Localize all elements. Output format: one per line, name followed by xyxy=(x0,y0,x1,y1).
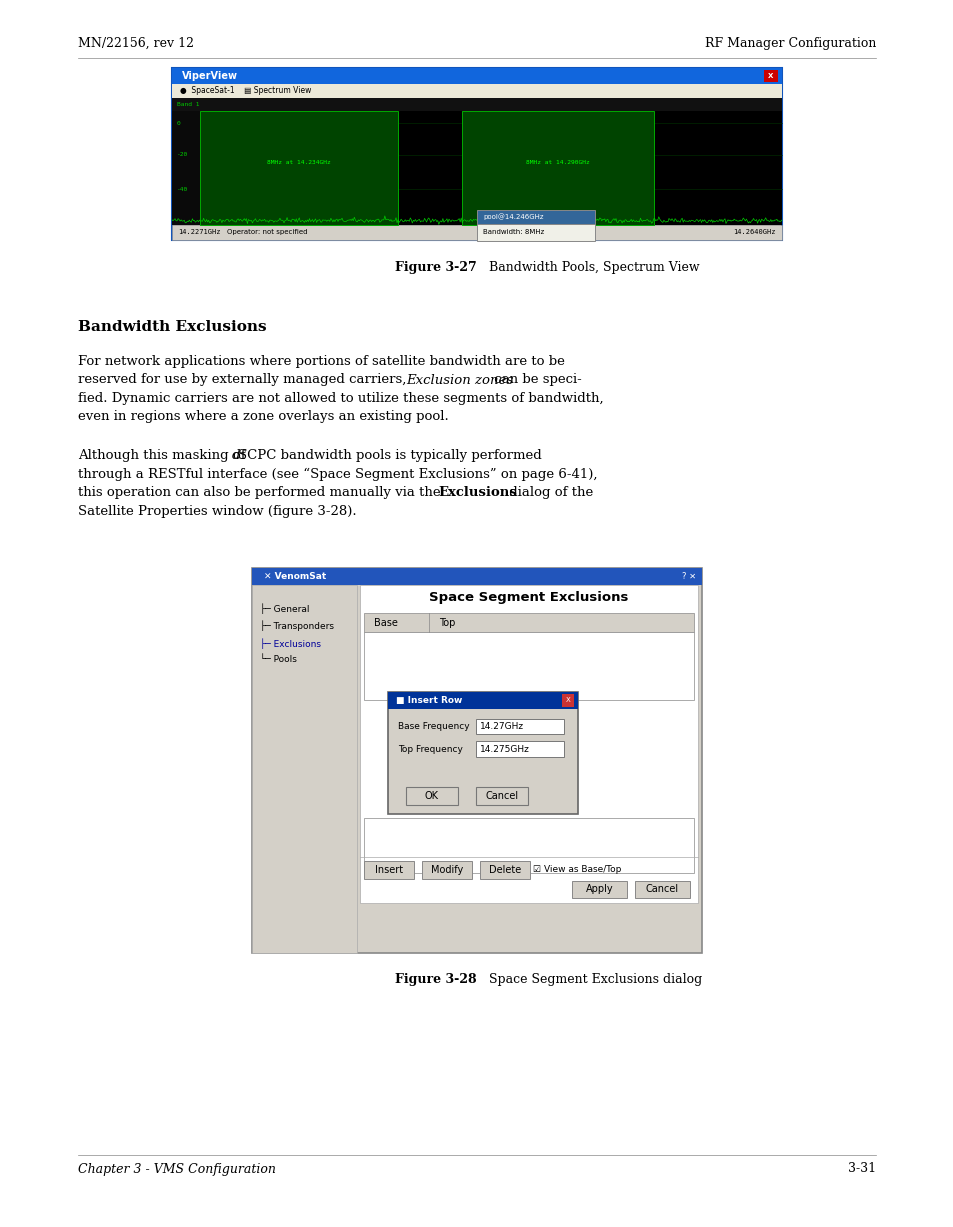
Text: Delete: Delete xyxy=(488,865,520,875)
Bar xyxy=(476,788,527,805)
Bar xyxy=(172,83,781,98)
Text: Top Frequency: Top Frequency xyxy=(397,745,462,753)
Text: ✕ VenomSat: ✕ VenomSat xyxy=(264,572,326,582)
Bar xyxy=(406,788,457,805)
Bar xyxy=(359,585,698,903)
Text: Cancel: Cancel xyxy=(645,883,679,894)
Text: -20: -20 xyxy=(177,152,188,157)
Text: ViperView: ViperView xyxy=(182,71,237,81)
Text: d: d xyxy=(232,449,240,463)
Bar xyxy=(172,67,781,83)
Bar xyxy=(252,568,701,953)
Text: ■ Insert Row: ■ Insert Row xyxy=(395,696,462,704)
Bar xyxy=(172,98,200,225)
Bar xyxy=(364,614,693,632)
Text: Band 1: Band 1 xyxy=(177,102,199,107)
Bar xyxy=(364,818,693,872)
Text: ├─ Exclusions: ├─ Exclusions xyxy=(260,638,320,649)
Text: Chapter 3 - VMS Configuration: Chapter 3 - VMS Configuration xyxy=(78,1163,275,1175)
Bar xyxy=(476,719,563,734)
Text: Figure 3-27: Figure 3-27 xyxy=(395,261,476,275)
Bar xyxy=(172,225,781,240)
Bar xyxy=(364,632,693,699)
Text: 14.275GHz: 14.275GHz xyxy=(479,745,529,753)
Text: -40: -40 xyxy=(177,187,188,191)
Text: through a RESTful interface (see “Space Segment Exclusions” on page 6-41),: through a RESTful interface (see “Space … xyxy=(78,467,597,481)
Bar xyxy=(561,694,574,707)
Text: 14.2271GHz: 14.2271GHz xyxy=(178,229,220,236)
Bar xyxy=(479,861,530,879)
Text: Base: Base xyxy=(374,617,397,627)
Text: Modify: Modify xyxy=(431,865,462,875)
Text: dialog of the: dialog of the xyxy=(504,486,593,499)
Text: Exclusion zones: Exclusion zones xyxy=(406,373,513,387)
Bar xyxy=(364,861,414,879)
Bar xyxy=(252,568,701,585)
Text: Figure 3-28: Figure 3-28 xyxy=(395,973,476,987)
Bar xyxy=(172,98,781,110)
Text: 3-31: 3-31 xyxy=(847,1162,875,1175)
Text: can be speci-: can be speci- xyxy=(490,373,581,387)
Text: Bandwidth Exclusions: Bandwidth Exclusions xyxy=(78,320,266,334)
Bar xyxy=(572,881,626,897)
Bar xyxy=(172,67,781,240)
Text: ●  SpaceSat-1    ▤ Spectrum View: ● SpaceSat-1 ▤ Spectrum View xyxy=(180,86,311,96)
Text: ? ✕: ? ✕ xyxy=(681,572,696,582)
Bar xyxy=(252,585,356,953)
Text: ├─ Transponders: ├─ Transponders xyxy=(260,621,334,631)
Text: Space Segment Exclusions: Space Segment Exclusions xyxy=(429,590,628,604)
Text: Apply: Apply xyxy=(585,883,613,894)
Text: X: X xyxy=(767,72,773,79)
Text: └─ Pools: └─ Pools xyxy=(260,655,296,665)
Text: Exclusions: Exclusions xyxy=(437,486,517,499)
Text: 14.27GHz: 14.27GHz xyxy=(479,721,523,731)
Text: OK: OK xyxy=(424,791,438,801)
Bar xyxy=(635,881,689,897)
Text: Operator: not specified: Operator: not specified xyxy=(227,229,307,236)
Text: fied. Dynamic carriers are not allowed to utilize these segments of bandwidth,: fied. Dynamic carriers are not allowed t… xyxy=(78,391,603,405)
Text: 8MHz at 14.290GHz: 8MHz at 14.290GHz xyxy=(525,161,589,166)
Bar xyxy=(476,210,595,225)
Text: 0: 0 xyxy=(177,120,180,126)
Text: 8MHz at 14.234GHz: 8MHz at 14.234GHz xyxy=(267,161,331,166)
Text: Bandwidth Pools, Spectrum View: Bandwidth Pools, Spectrum View xyxy=(476,261,699,275)
Text: RF Manager Configuration: RF Manager Configuration xyxy=(704,37,875,50)
Text: Although this masking of: Although this masking of xyxy=(78,449,250,463)
Bar xyxy=(421,861,472,879)
Text: Space Segment Exclusions dialog: Space Segment Exclusions dialog xyxy=(476,973,701,987)
Text: Base Frequency: Base Frequency xyxy=(397,721,469,731)
Text: Insert: Insert xyxy=(375,865,402,875)
Bar xyxy=(172,98,781,225)
Text: 14.2640GHz: 14.2640GHz xyxy=(733,229,775,236)
Text: ☑ View as Base/Top: ☑ View as Base/Top xyxy=(533,865,620,875)
Text: MN/22156, rev 12: MN/22156, rev 12 xyxy=(78,37,193,50)
Text: X: X xyxy=(565,697,570,703)
Text: Satellite Properties window (figure 3-28).: Satellite Properties window (figure 3-28… xyxy=(78,504,356,518)
Bar xyxy=(476,741,563,757)
Text: SCPC bandwidth pools is typically performed: SCPC bandwidth pools is typically perfor… xyxy=(238,449,541,463)
Text: Bandwidth: 8MHz: Bandwidth: 8MHz xyxy=(482,229,543,236)
Text: even in regions where a zone overlays an existing pool.: even in regions where a zone overlays an… xyxy=(78,411,448,423)
Bar xyxy=(461,110,653,225)
Text: Cancel: Cancel xyxy=(485,791,518,801)
Text: ├─ General: ├─ General xyxy=(260,602,309,614)
Text: For network applications where portions of satellite bandwidth are to be: For network applications where portions … xyxy=(78,355,564,368)
Bar xyxy=(388,692,578,708)
Bar xyxy=(388,692,578,814)
Text: pool@14.246GHz: pool@14.246GHz xyxy=(482,213,543,221)
Bar xyxy=(476,225,595,240)
Bar xyxy=(200,110,397,225)
Text: Top: Top xyxy=(438,617,455,627)
Text: reserved for use by externally managed carriers,: reserved for use by externally managed c… xyxy=(78,373,410,387)
Bar xyxy=(763,70,778,81)
Text: this operation can also be performed manually via the: this operation can also be performed man… xyxy=(78,486,444,499)
